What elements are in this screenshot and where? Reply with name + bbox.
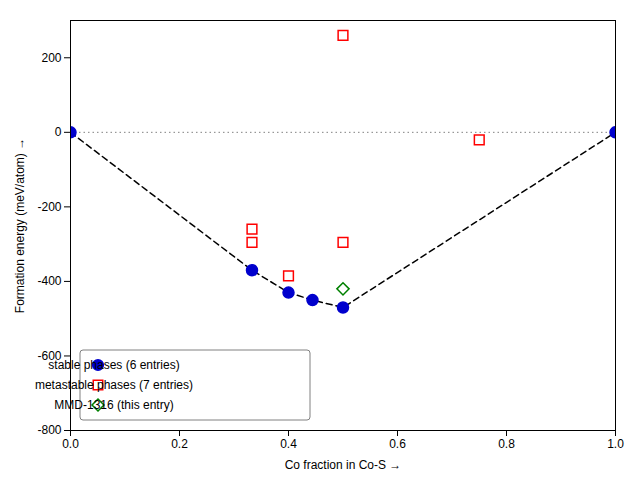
svg-text:-600: -600	[37, 348, 62, 363]
svg-text:200: 200	[41, 51, 61, 65]
svg-text:Co fraction in Co-S →: Co fraction in Co-S →	[285, 458, 402, 472]
svg-text:0.4: 0.4	[280, 437, 297, 451]
svg-text:Formation energy (meV/atom) →: Formation energy (meV/atom) →	[13, 138, 27, 313]
svg-text:stable phases (6 entries): stable phases (6 entries)	[48, 358, 179, 372]
svg-text:-800: -800	[37, 423, 61, 437]
svg-text:-400: -400	[37, 274, 61, 288]
svg-text:0.2: 0.2	[171, 437, 188, 451]
svg-text:0.6: 0.6	[389, 437, 406, 451]
svg-text:-200: -200	[37, 200, 61, 214]
svg-text:0.8: 0.8	[498, 437, 515, 451]
svg-text:0: 0	[55, 125, 62, 139]
svg-text:metastable phases (7 entries): metastable phases (7 entries)	[35, 378, 193, 392]
svg-text:1.0: 1.0	[607, 437, 624, 451]
svg-text:0.0: 0.0	[62, 437, 79, 451]
svg-text:MMD-1316 (this entry): MMD-1316 (this entry)	[54, 398, 173, 412]
